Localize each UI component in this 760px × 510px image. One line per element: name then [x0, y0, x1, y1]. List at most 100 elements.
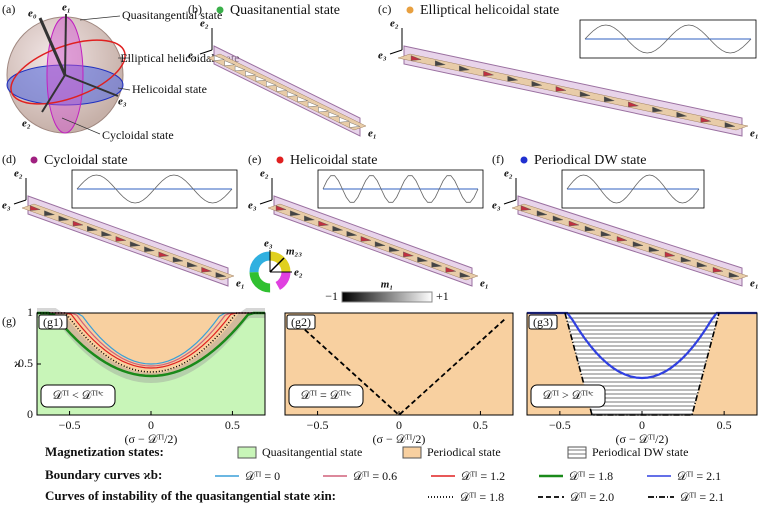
axis-label: e₃ — [118, 96, 127, 108]
spin — [712, 266, 724, 273]
colorbar-max: +1 — [436, 289, 449, 303]
axis — [38, 17, 67, 76]
instability-curve — [37, 312, 265, 373]
spin — [224, 60, 235, 66]
axis-label: e₁ — [480, 278, 489, 290]
spin — [29, 205, 41, 211]
state-marker — [30, 156, 38, 164]
elliptical-curve — [10, 39, 126, 105]
plot-label: (g3) — [533, 315, 553, 329]
axis — [503, 199, 517, 205]
panel-label: (e) — [248, 152, 261, 166]
spin — [724, 122, 736, 128]
inset-curve — [322, 175, 479, 203]
colorbar-min: −1 — [325, 289, 338, 303]
spin — [568, 220, 580, 227]
x-axis-label: (σ − 𝒟ᵀᴵ/2) — [125, 432, 178, 446]
spin — [552, 215, 564, 222]
spin — [531, 80, 542, 87]
legend-label: 𝒟ᵀᴵ = 1.8 — [460, 490, 504, 504]
inset-curve — [584, 24, 752, 54]
spin — [680, 256, 692, 263]
phase-diagrams: −0.5 0 0.500.51(g1)𝒟ᵀᴵ < 𝒟ᵀᴵ'ᶜ(σ − 𝒟ᵀᴵ/2)−… — [18, 305, 758, 446]
inset-curve — [76, 174, 233, 204]
axis-label: e₁ — [750, 278, 759, 290]
state-marker — [216, 6, 224, 14]
colorbar-label: m₁ — [381, 279, 393, 291]
panel-title: Periodical DW state — [534, 153, 647, 168]
axis-label: e₃ — [2, 200, 11, 212]
spin — [144, 246, 155, 252]
spin — [435, 60, 446, 66]
region-dw — [37, 308, 265, 384]
spin — [275, 205, 287, 211]
colorbar-gradient — [341, 291, 433, 303]
spin — [339, 116, 350, 123]
x-tick-label: 0.5 — [473, 418, 488, 432]
spin — [403, 251, 414, 258]
spin — [600, 230, 612, 237]
spin — [101, 230, 112, 237]
boundary-curve — [37, 312, 265, 367]
wheel-segment — [249, 251, 291, 293]
plot-label-box — [38, 314, 68, 330]
legend-label: 𝒟ᵀᴵ = 1.8 — [569, 469, 613, 483]
y-tick-label: 0.5 — [18, 356, 33, 370]
spin — [664, 251, 676, 258]
plot-label-box — [286, 314, 316, 330]
state-label: Cycloidal state — [102, 128, 174, 142]
panel-b: (b) Quasitanential state e₂ e₃ e₁ — [188, 2, 377, 140]
legend-title: Magnetization states: — [45, 444, 164, 459]
legend-label: 𝒟ᵀᴵ = 0 — [245, 469, 280, 483]
panel-c: (c) Elliptical helicoidal state e₂ e₃ e₁ — [378, 2, 759, 140]
plot-label-box — [528, 314, 558, 330]
panel-label: (a) — [2, 2, 15, 16]
note-box — [40, 384, 116, 408]
axis — [389, 49, 403, 55]
axis-label: e₂ — [14, 168, 23, 180]
axis-label: e₂ — [260, 168, 269, 180]
x-tick-label: 0.5 — [225, 418, 240, 432]
spin — [287, 91, 298, 97]
spin — [628, 101, 639, 108]
axis-label: e₁ — [62, 2, 71, 14]
spin — [676, 111, 687, 118]
plot-note: 𝒟ᵀᴵ < 𝒟ᵀᴵ'ᶜ — [53, 388, 104, 402]
panel-e: (e) Helicoidal state e₂ e₃ e₁ — [248, 152, 489, 290]
y-axis-label: ϰ — [14, 356, 21, 370]
spin — [520, 205, 532, 211]
spin — [201, 266, 212, 273]
phase-plot: −0.5 0 0.5 (g3) 𝒟ᵀᴵ > 𝒟ᵀᴵ'ᶜ (σ − 𝒟ᵀᴵ/2) — [526, 311, 758, 446]
x-axis-label: (σ − 𝒟ᵀᴵ/2) — [373, 432, 426, 446]
axis-label: e₂ — [504, 168, 513, 180]
strip-plane — [511, 203, 749, 281]
x-tick-label: 0 — [639, 418, 645, 432]
legend-label: 𝒟ᵀᴵ = 2.1 — [677, 469, 721, 483]
plot-label: (g2) — [291, 315, 311, 329]
state-marker — [520, 156, 528, 164]
leader — [117, 87, 131, 91]
spin — [483, 70, 494, 77]
legend-swatch — [402, 446, 422, 459]
spin — [410, 55, 422, 61]
legend-label: 𝒟ᵀᴵ = 0.6 — [353, 469, 397, 483]
x-axis-label: (σ − 𝒟ᵀᴵ/2) — [616, 432, 669, 446]
spin — [728, 272, 740, 278]
spin — [115, 236, 126, 242]
spin — [234, 65, 246, 72]
spin — [87, 225, 98, 232]
spin — [187, 261, 198, 268]
axis-label: m₂₃ — [286, 246, 302, 258]
spin — [129, 241, 141, 247]
spin — [332, 225, 343, 232]
region-periodical — [37, 313, 265, 376]
spin — [349, 122, 360, 128]
spin — [616, 236, 628, 242]
spin — [266, 80, 277, 87]
axis-label: e₃ — [264, 238, 273, 250]
state-label: Elliptical helicoidal state — [120, 51, 239, 65]
x-tick-label: −0.5 — [307, 418, 329, 432]
axis-label: e₃ — [188, 50, 197, 62]
spin — [555, 86, 567, 92]
colorwheel: e₃ m₂₃ e₂ — [249, 238, 303, 293]
